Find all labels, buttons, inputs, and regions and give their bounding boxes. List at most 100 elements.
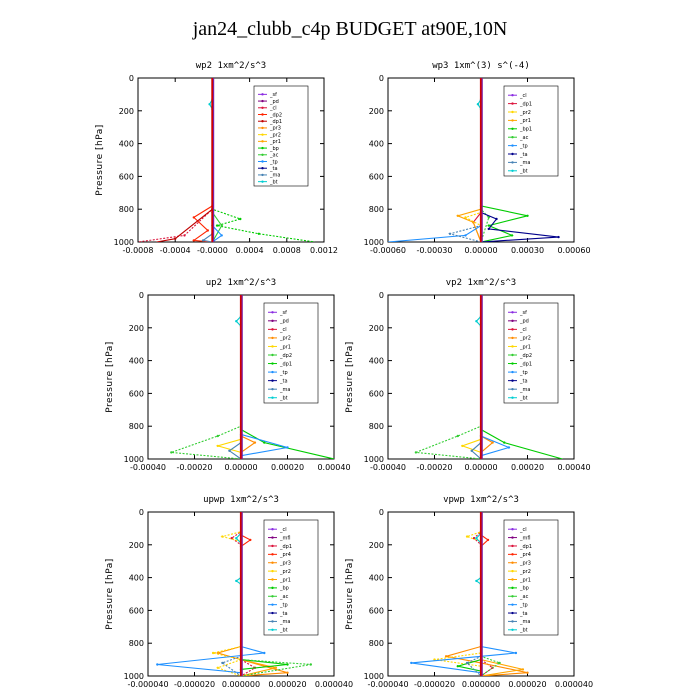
series-point <box>456 434 459 438</box>
y-tick-label: 800 <box>369 205 384 214</box>
x-tick-label: 0.000000 <box>222 680 260 689</box>
y-tick-label: 400 <box>369 574 384 583</box>
series-point <box>456 214 459 217</box>
series-point <box>510 234 514 237</box>
legend-label: _dp2 <box>519 353 532 359</box>
y-axis-label: Pressure [hPa] <box>345 341 355 413</box>
legend-swatch-dot <box>511 396 514 399</box>
y-tick-label: 200 <box>129 324 144 333</box>
y-tick-label: 600 <box>369 172 384 181</box>
legend-label: _ac <box>279 594 289 600</box>
legend-label: _cl <box>279 527 287 533</box>
series-point <box>465 535 469 538</box>
series-point <box>448 232 452 235</box>
series-line-dp1 <box>472 78 482 242</box>
legend-swatch-dot <box>271 396 274 399</box>
legend-swatch-dot <box>511 336 514 340</box>
legend-swatch-dot <box>261 106 264 109</box>
legend-swatch-dot <box>511 544 514 548</box>
series-point <box>183 234 186 237</box>
y-tick-label: 0 <box>129 74 134 83</box>
legend: _cl _mfl _dp1 _pr4 _pr3 _pr2 _pr1 _bp _ac _tp _ta _… <box>263 519 319 636</box>
legend: _sf _pd _cl _pr2 _pr1 _dp2 _dp1 _tp _ta _ma _bt <box>263 302 319 404</box>
series-point <box>274 666 278 669</box>
series-point <box>521 668 525 671</box>
y-tick-label: 1000 <box>114 238 134 247</box>
legend-swatch-dot <box>511 127 514 130</box>
x-tick-label: 0.000020 <box>508 680 546 689</box>
series-point <box>263 651 266 655</box>
series-point <box>486 538 490 542</box>
series-line-dp2 <box>415 295 482 459</box>
series-point <box>414 451 418 454</box>
legend: _sf_pd_cl_dp2_dp1_pr3_pr2_pr1_bp_ac_tp_t… <box>253 85 309 187</box>
series-point <box>208 103 211 106</box>
series-point <box>444 655 448 658</box>
legend-swatch-dot <box>271 628 274 632</box>
panel-title: vpwp 1xm^2/s^3 <box>443 495 519 505</box>
legend-swatch-dot <box>271 379 274 382</box>
legend-swatch-dot <box>261 99 264 103</box>
legend-swatch-dot <box>261 113 264 116</box>
legend-swatch-dot <box>511 169 514 172</box>
legend-label: _pr3 <box>279 561 291 567</box>
series-point <box>472 221 475 224</box>
x-tick-label: 0.00040 <box>557 463 590 472</box>
legend-swatch-dot <box>271 362 274 365</box>
legend-swatch-dot <box>511 553 514 556</box>
legend-label: _mfl <box>279 535 291 541</box>
legend-label: _ta <box>269 166 278 172</box>
legend: _sf _pd _cl _pr2 _pr1 _dp2 _dp1 _tp _ta _ma _bt <box>503 302 559 404</box>
legend-label: _ta <box>519 378 528 384</box>
y-tick-label: 200 <box>369 324 384 333</box>
legend-label: _pr3 <box>269 126 281 132</box>
y-tick-label: 0 <box>379 291 384 300</box>
legend-label: _ma <box>269 173 280 179</box>
y-tick-label: 0 <box>139 508 144 517</box>
y-tick-label: 200 <box>129 541 144 550</box>
series-point <box>503 441 506 444</box>
series-point <box>235 320 238 323</box>
y-tick-label: 600 <box>129 606 144 615</box>
legend-swatch-dot <box>511 611 514 615</box>
legend-swatch-dot <box>511 370 514 374</box>
series-line-ma <box>466 512 482 676</box>
legend-swatch-dot <box>271 578 274 581</box>
x-tick-label: 0.0012 <box>310 246 338 255</box>
series-line-ac <box>480 512 501 676</box>
series-point <box>526 671 529 674</box>
legend-label: _tp <box>279 602 288 608</box>
legend-label: _pr1 <box>279 344 291 350</box>
legend-label: _cl <box>519 93 527 99</box>
y-tick-label: 0 <box>379 508 384 517</box>
legend-swatch-dot <box>511 536 514 539</box>
legend-label: _pr3 <box>519 561 531 567</box>
series-point <box>253 441 257 444</box>
y-axis-label: Pressure [hPa] <box>95 124 105 196</box>
legend: _cl _dp1 _pr2 _pr1 _bp1 _ac _tp _ta _ma _bt <box>503 85 559 177</box>
legend-label: _dp2 <box>269 112 282 118</box>
y-tick-label: 400 <box>119 140 134 149</box>
legend-swatch-dot <box>261 133 264 136</box>
y-tick-label: 200 <box>369 107 384 116</box>
legend-swatch-dot <box>511 628 514 632</box>
y-tick-label: 800 <box>369 422 384 431</box>
legend-label: _sf <box>279 310 287 316</box>
legend-swatch-dot <box>261 173 264 177</box>
legend-label: _tp <box>519 370 528 376</box>
legend-swatch-dot <box>271 544 274 548</box>
x-tick-label: 0.00000 <box>464 463 497 472</box>
legend-swatch-dot <box>271 345 274 348</box>
y-tick-label: 1000 <box>364 455 384 464</box>
legend-label: _pr2 <box>279 336 291 342</box>
legend-swatch-dot <box>511 569 514 573</box>
legend-swatch-dot <box>261 93 264 96</box>
series-point <box>216 444 219 448</box>
legend-label: _bt <box>519 628 528 634</box>
series-point <box>495 217 498 221</box>
y-tick-label: 600 <box>369 606 384 615</box>
legend-swatch-dot <box>511 387 514 391</box>
series-point <box>491 441 494 444</box>
legend-swatch-dot <box>271 595 274 598</box>
series-point <box>470 449 473 452</box>
